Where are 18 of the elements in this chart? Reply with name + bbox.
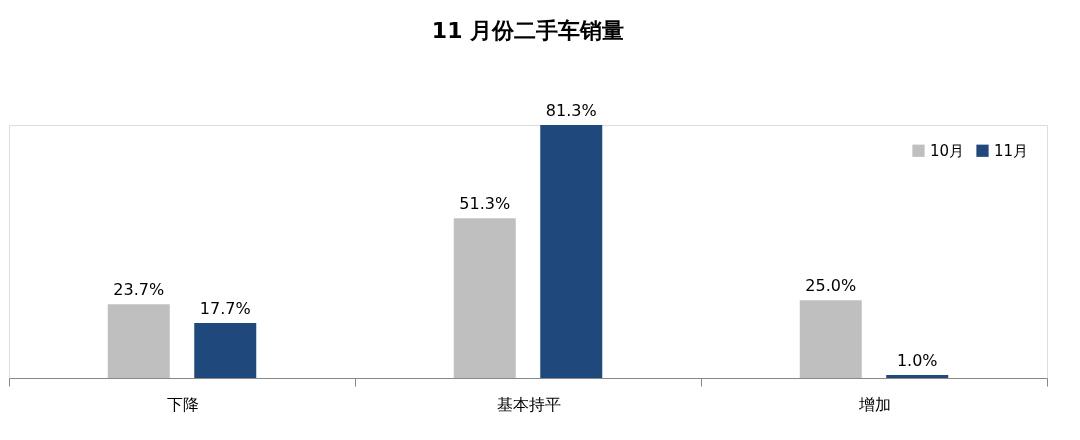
- x-tick-label: 增加: [857, 394, 891, 414]
- data-label: 17.7%: [199, 298, 251, 318]
- legend-label: 10月: [930, 141, 965, 160]
- bar: [540, 125, 603, 378]
- x-tick-label: 下降: [166, 394, 199, 414]
- data-label: 81.3%: [545, 101, 597, 120]
- bar: [453, 218, 516, 378]
- legend-label: 11月: [994, 141, 1029, 160]
- bar: [194, 322, 257, 378]
- x-tick-label: 基本持平: [496, 394, 561, 414]
- data-label: 1.0%: [896, 350, 938, 370]
- bar: [799, 300, 862, 378]
- data-label: 25.0%: [805, 276, 857, 296]
- data-label: 51.3%: [459, 194, 511, 214]
- chart-title: 11 月份二手车销量: [431, 18, 625, 43]
- bar: [107, 304, 170, 378]
- bar: [886, 374, 949, 378]
- data-label: 23.7%: [113, 280, 165, 300]
